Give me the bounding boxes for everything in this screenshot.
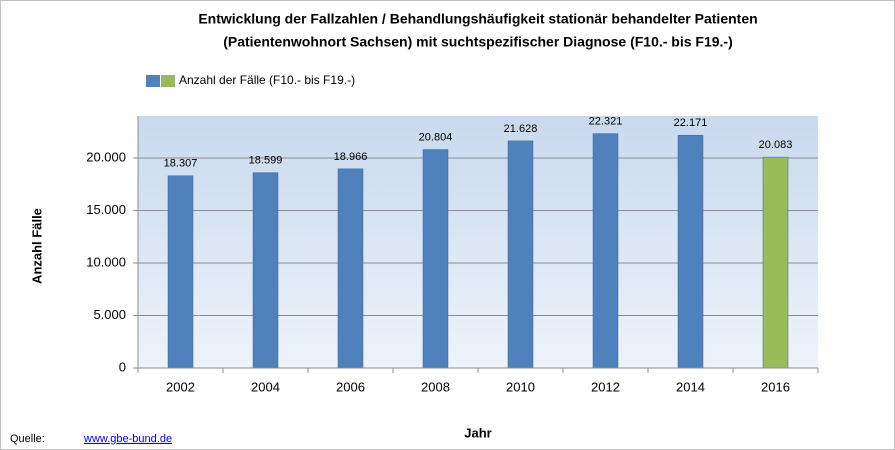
source-label: Quelle: bbox=[10, 433, 45, 445]
value-label: 22.171 bbox=[674, 117, 708, 129]
bar bbox=[592, 133, 619, 369]
value-label: 20.083 bbox=[759, 139, 793, 151]
bar bbox=[422, 149, 449, 369]
x-tick-label: 2010 bbox=[506, 379, 535, 394]
x-axis-label: Jahr bbox=[464, 425, 491, 440]
value-label: 18.966 bbox=[334, 151, 368, 163]
x-tick-label: 2008 bbox=[421, 379, 450, 394]
source-link[interactable]: www.gbe-bund.de bbox=[83, 433, 172, 445]
legend-swatch bbox=[146, 75, 160, 87]
bar bbox=[507, 140, 534, 369]
y-tick-label: 10.000 bbox=[86, 254, 126, 269]
y-tick-label: 20.000 bbox=[86, 149, 126, 164]
legend-swatch bbox=[161, 75, 175, 87]
value-label: 20.804 bbox=[419, 131, 453, 143]
y-tick-label: 15.000 bbox=[86, 202, 126, 217]
chart-title: (Patientenwohnort Sachsen) mit suchtspez… bbox=[223, 34, 733, 50]
chart-title: Entwicklung der Fallzahlen / Behandlungs… bbox=[198, 11, 757, 27]
value-label: 22.321 bbox=[589, 116, 623, 128]
bar bbox=[677, 134, 704, 369]
x-tick-label: 2004 bbox=[251, 379, 280, 394]
bar bbox=[337, 168, 364, 369]
plot-area bbox=[138, 116, 818, 368]
x-tick-label: 2016 bbox=[761, 379, 790, 394]
legend-label: Anzahl der Fälle (F10.- bis F19.-) bbox=[179, 73, 355, 87]
y-tick-label: 0 bbox=[119, 359, 126, 374]
bar bbox=[252, 172, 279, 369]
x-tick-label: 2014 bbox=[676, 379, 705, 394]
x-tick-label: 2006 bbox=[336, 379, 365, 394]
x-tick-label: 2002 bbox=[166, 379, 195, 394]
y-tick-label: 5.000 bbox=[93, 307, 126, 322]
value-label: 21.628 bbox=[504, 123, 538, 135]
y-axis-label: Anzahl Fälle bbox=[29, 208, 44, 284]
x-tick-label: 2012 bbox=[591, 379, 620, 394]
value-label: 18.307 bbox=[164, 158, 198, 170]
bar bbox=[762, 156, 789, 369]
value-label: 18.599 bbox=[249, 155, 283, 167]
bar bbox=[167, 175, 194, 369]
